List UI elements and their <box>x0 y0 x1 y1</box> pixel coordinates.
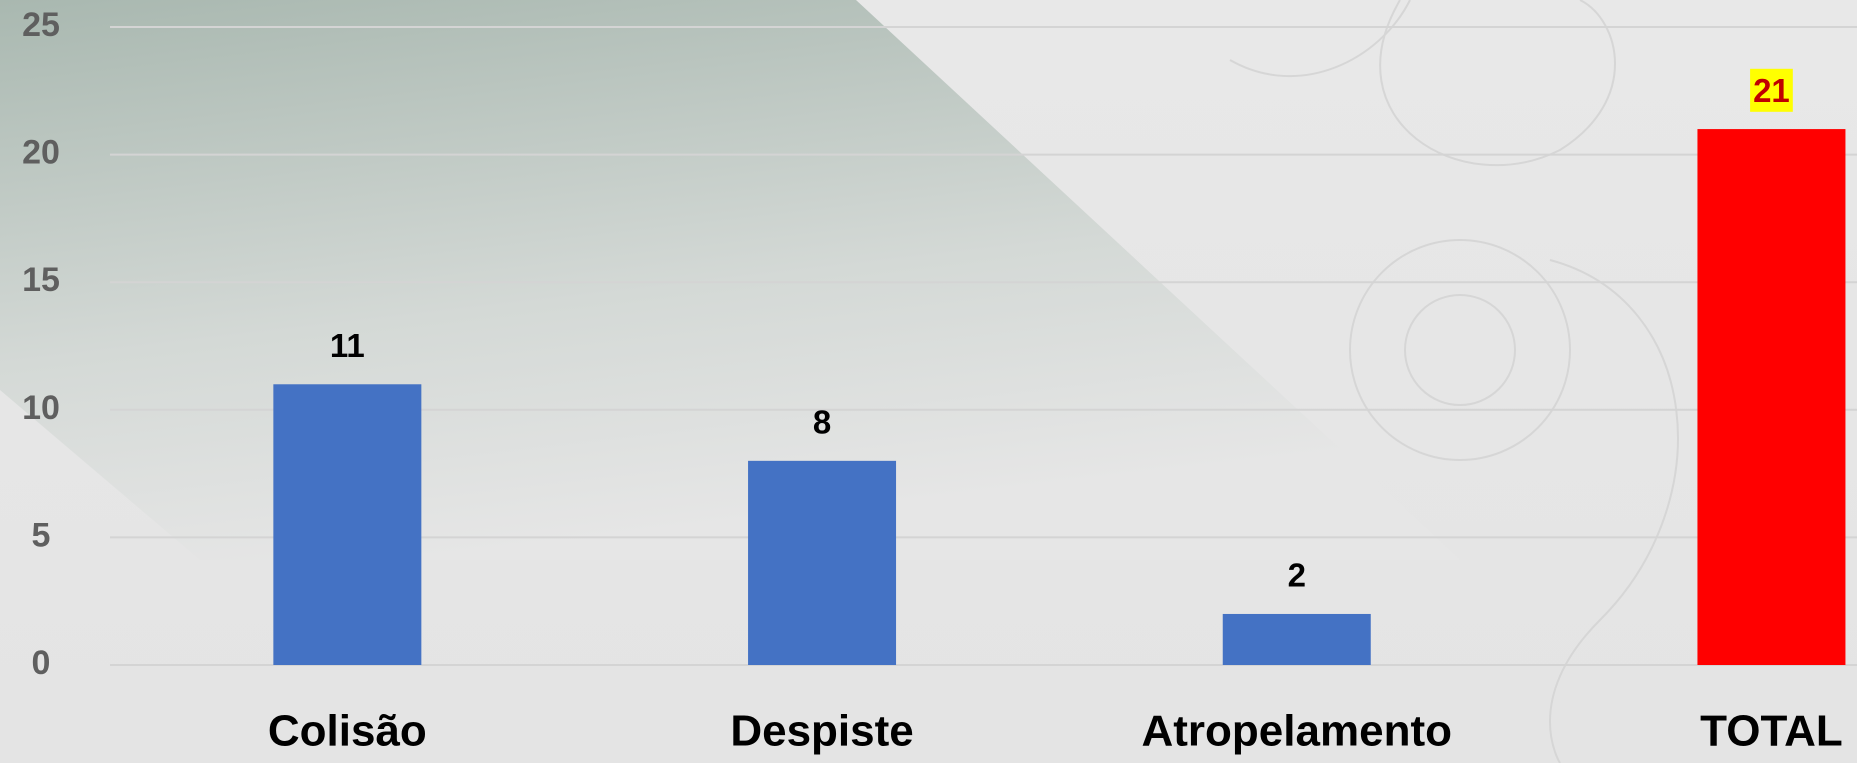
y-tick-label: 25 <box>22 6 60 44</box>
x-tick-label: Atropelamento <box>1142 707 1452 756</box>
y-tick-label: 15 <box>22 261 60 299</box>
value-label: 8 <box>813 404 831 441</box>
y-tick-label: 20 <box>22 134 60 172</box>
y-tick-label: 0 <box>32 644 51 682</box>
x-tick-label: TOTAL <box>1700 707 1843 756</box>
value-label: 21 <box>1753 72 1790 109</box>
bar <box>1222 613 1371 665</box>
value-label: 2 <box>1288 557 1306 594</box>
bar <box>1697 129 1846 665</box>
value-label: 11 <box>330 327 365 364</box>
bar <box>273 384 422 665</box>
x-tick-label: Colisão <box>268 707 427 756</box>
value-label-highlight <box>1750 68 1793 112</box>
y-tick-label: 10 <box>22 389 60 427</box>
x-tick-label: Despiste <box>730 707 913 756</box>
y-tick-label: 5 <box>32 516 51 554</box>
plot: 0 5 10 15 20 25 Colisão 11 Despiste 8 Atropelament… <box>22 6 1857 756</box>
watermark <box>1229 0 1679 763</box>
bar <box>748 460 897 665</box>
